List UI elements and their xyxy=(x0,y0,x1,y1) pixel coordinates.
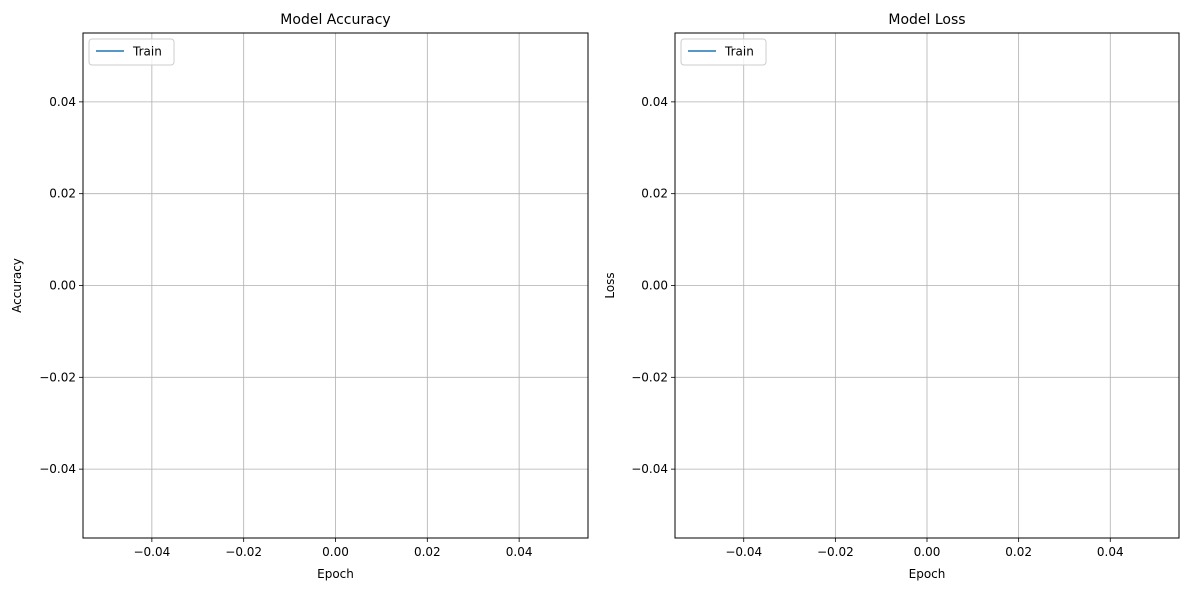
y-tick-label: 0.02 xyxy=(641,187,668,201)
loss-panel: −0.04 −0.02 0.00 0.02 0.04 −0.04 −0.02 0.00 0.02… xyxy=(603,12,1180,581)
x-tick-label: 0.02 xyxy=(1005,545,1032,559)
legend: Train xyxy=(680,38,767,66)
chart-title: Model Accuracy xyxy=(280,12,390,28)
y-tick-label: −0.02 xyxy=(631,370,668,384)
legend-label: Train xyxy=(724,45,754,59)
x-tick-label: −0.02 xyxy=(817,545,854,559)
y-tick-label: 0.00 xyxy=(641,279,668,293)
gridlines xyxy=(83,33,588,538)
y-tick-label: 0.02 xyxy=(49,187,76,201)
chart-title: Model Loss xyxy=(888,12,965,28)
legend-label: Train xyxy=(132,45,162,59)
legend: Train xyxy=(88,38,175,66)
x-tick-label: −0.04 xyxy=(725,545,762,559)
y-tick-label: 0.04 xyxy=(49,95,76,109)
legend-box xyxy=(680,38,767,66)
x-tick-label: −0.02 xyxy=(225,545,262,559)
x-axis-label: Epoch xyxy=(909,567,946,581)
y-tick-label: 0.04 xyxy=(641,95,668,109)
legend-box xyxy=(88,38,175,66)
x-tick-label: −0.04 xyxy=(133,545,170,559)
gridlines xyxy=(675,33,1179,538)
y-axis-label: Loss xyxy=(603,272,617,298)
axis-ticks: −0.04 −0.02 0.00 0.02 0.04 −0.04 −0.02 0.00 0.02… xyxy=(39,95,532,559)
x-tick-label: 0.04 xyxy=(506,545,533,559)
x-tick-label: 0.04 xyxy=(1097,545,1124,559)
y-tick-label: −0.04 xyxy=(631,462,668,476)
x-tick-label: 0.02 xyxy=(414,545,441,559)
accuracy-panel: −0.04 −0.02 0.00 0.02 0.04 −0.04 −0.02 0.00 0.02… xyxy=(10,12,589,581)
y-tick-label: −0.04 xyxy=(39,462,76,476)
y-tick-label: −0.02 xyxy=(39,370,76,384)
y-tick-label: 0.00 xyxy=(49,279,76,293)
x-tick-label: 0.00 xyxy=(914,545,941,559)
axis-ticks: −0.04 −0.02 0.00 0.02 0.04 −0.04 −0.02 0.00 0.02… xyxy=(631,95,1123,559)
x-axis-label: Epoch xyxy=(317,567,354,581)
x-tick-label: 0.00 xyxy=(322,545,349,559)
y-axis-label: Accuracy xyxy=(10,258,24,313)
